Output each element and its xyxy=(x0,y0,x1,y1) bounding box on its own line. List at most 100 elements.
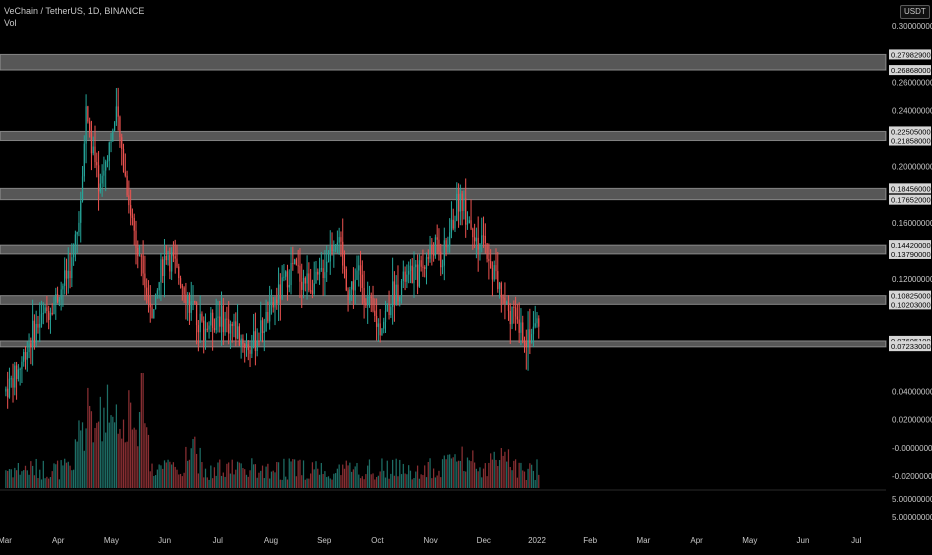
volume-bar xyxy=(354,466,356,488)
candle-body xyxy=(138,255,141,257)
candle-body xyxy=(274,299,276,308)
volume-bar xyxy=(83,450,85,488)
volume-axis-label: 5.00000000 xyxy=(892,495,932,504)
volume-bar xyxy=(228,462,230,488)
volume-bar xyxy=(529,463,531,488)
volume-bar xyxy=(252,464,255,488)
volume-bar xyxy=(495,459,497,488)
candle-body xyxy=(534,323,536,327)
candle-body xyxy=(65,270,68,279)
volume-bar xyxy=(358,474,360,488)
time-axis-label: Dec xyxy=(477,536,491,545)
volume-bar xyxy=(415,471,417,488)
candle-body xyxy=(415,264,417,268)
price-axis-label: 0.20000000 xyxy=(892,163,932,172)
candle-body xyxy=(55,294,57,303)
candle-body xyxy=(119,116,121,138)
volume-bar xyxy=(87,387,89,488)
symbol-title: VeChain / TetherUS, 1D, BINANCE xyxy=(4,6,145,16)
candle-body xyxy=(463,198,465,211)
volume-bar xyxy=(454,454,456,488)
candle-body xyxy=(358,265,360,271)
volume-bar xyxy=(160,465,162,488)
volume-bar xyxy=(80,430,82,488)
volume-bar xyxy=(8,469,11,488)
candle-body xyxy=(399,296,401,302)
volume-bar xyxy=(377,475,379,488)
volume-bar xyxy=(76,441,78,488)
candle-body xyxy=(400,281,403,297)
candle-body xyxy=(352,281,355,291)
volume-bar xyxy=(522,470,524,488)
candle-body xyxy=(356,270,358,280)
volume-bar xyxy=(374,479,376,488)
volume-bar xyxy=(162,468,164,488)
volume-bar xyxy=(167,459,169,488)
price-tag xyxy=(889,335,931,346)
candle-body xyxy=(231,323,233,327)
volume-bar xyxy=(32,465,34,488)
volume-bar xyxy=(14,467,16,488)
candle-body xyxy=(416,264,419,287)
volume-bar xyxy=(247,476,249,488)
candle-body xyxy=(466,223,469,225)
volume-bar xyxy=(244,469,246,488)
volume-bar xyxy=(498,460,501,488)
candle-body xyxy=(158,282,160,291)
candle-body xyxy=(531,334,533,343)
candle-body xyxy=(513,306,515,308)
volume-bar xyxy=(215,475,217,488)
candle-body xyxy=(311,290,314,294)
candle-body xyxy=(48,311,50,320)
currency-selector[interactable]: USDT xyxy=(900,5,930,19)
candle-body xyxy=(194,300,196,303)
volume-bar xyxy=(217,462,219,488)
candle-body xyxy=(167,255,169,261)
time-axis-label: Jul xyxy=(213,536,223,545)
candle-body xyxy=(326,261,328,273)
candles-layer xyxy=(5,87,540,409)
volume-bar xyxy=(486,476,488,488)
candle-body xyxy=(538,318,540,327)
volume-bar xyxy=(301,475,303,488)
volume-bar xyxy=(466,457,469,488)
zone-band-2 xyxy=(0,130,887,142)
candle-body xyxy=(511,306,513,325)
volume-bar xyxy=(422,475,424,488)
candle-body xyxy=(42,312,44,315)
candle-body xyxy=(301,281,303,290)
volume-bar xyxy=(178,474,180,488)
candle-body xyxy=(242,338,244,344)
volume-bar xyxy=(35,458,37,488)
candle-body xyxy=(12,378,14,388)
price-axis-label: 0.26000000 xyxy=(892,78,932,87)
candle-body xyxy=(244,343,246,349)
price-tag xyxy=(889,65,931,76)
volume-bar xyxy=(238,462,240,488)
candle-body xyxy=(413,267,415,284)
candle-body xyxy=(481,235,483,245)
time-axis: Mar Apr May Jun Jul Aug Sep Oct Nov Dec 2022 Feb Mar… xyxy=(0,536,862,545)
candle-body xyxy=(468,220,470,224)
volume-axis-label: 5.00000000 xyxy=(892,513,932,522)
volume-bar xyxy=(169,461,171,488)
candle-body xyxy=(26,352,28,360)
volume-bar xyxy=(392,459,394,488)
candle-body xyxy=(219,316,221,327)
volume-bar xyxy=(365,474,367,488)
volume-bar xyxy=(142,373,144,488)
candle-body xyxy=(51,312,53,315)
volume-bar xyxy=(413,478,415,488)
volume-bar xyxy=(452,457,454,488)
candle-body xyxy=(436,237,438,240)
candle-body xyxy=(240,338,242,346)
volume-bar xyxy=(420,474,422,488)
volume-bar xyxy=(432,468,435,488)
candle-body xyxy=(536,318,538,324)
volume-bar xyxy=(400,474,403,488)
candle-body xyxy=(520,322,522,333)
volume-bar xyxy=(199,447,201,488)
candle-body xyxy=(340,237,342,242)
candle-body xyxy=(409,265,412,271)
